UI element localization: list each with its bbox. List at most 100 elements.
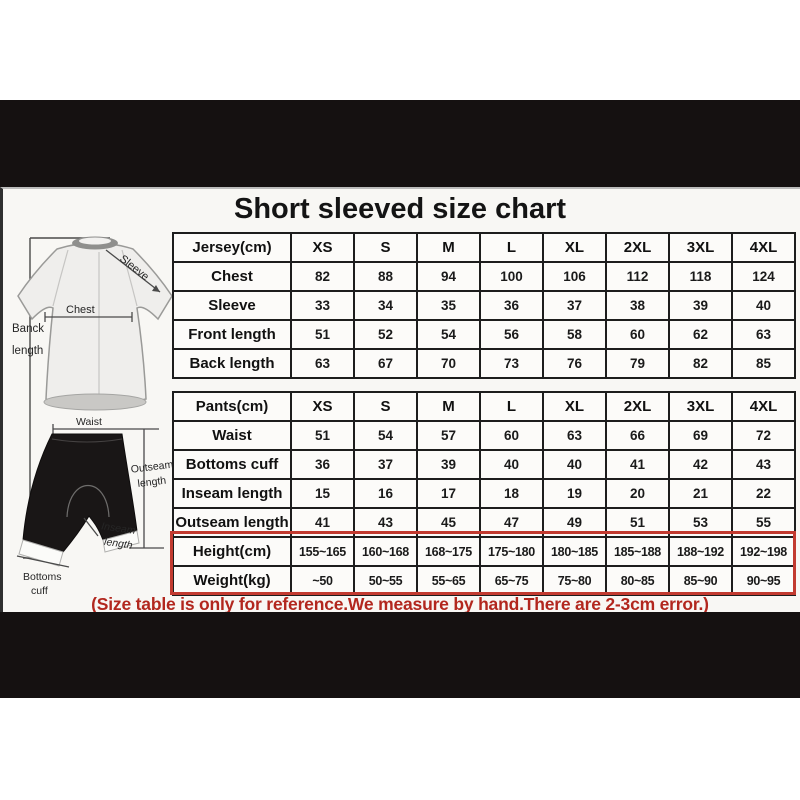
column-header: XS (290, 232, 355, 263)
cell-value: 15 (290, 478, 355, 509)
cell-value: 66 (605, 420, 670, 451)
outseam-measure-line (129, 429, 164, 549)
column-header: XL (542, 391, 607, 422)
jersey-hem (43, 393, 147, 411)
cell-value: 63 (542, 420, 607, 451)
cell-value: 35 (416, 290, 481, 321)
row-label: Front length (172, 319, 292, 350)
table-row: Inseam length 15 16 17 18 19 20 21 22 (172, 478, 796, 509)
table-row: Chest 82 88 94 100 106 112 118 124 (172, 261, 796, 292)
column-header: 2XL (605, 391, 670, 422)
cell-value: 37 (353, 449, 418, 480)
page-title: Short sleeved size chart (233, 193, 567, 225)
cell-value: 38 (605, 290, 670, 321)
cell-value: 43 (353, 507, 418, 538)
cell-value: 51 (290, 420, 355, 451)
cell-value: 118 (668, 261, 733, 292)
table-header-row: Jersey(cm) XS S M L XL 2XL 3XL 4XL (172, 232, 796, 263)
cell-value: 85~90 (668, 565, 733, 596)
cell-value: 41 (605, 449, 670, 480)
inseam-label-line1: Inseam (100, 520, 136, 537)
cell-value: 33 (290, 290, 355, 321)
column-header: 4XL (731, 232, 796, 263)
table-row: Back length 63 67 70 73 76 79 82 85 (172, 348, 796, 379)
right-cuff (102, 530, 140, 553)
cell-value: 17 (416, 478, 481, 509)
chest-label: Chest (66, 304, 95, 316)
cell-value: 43 (731, 449, 796, 480)
table-row: Height(cm) 155~165 160~168 168~175 175~180 18… (172, 536, 796, 567)
table-row: Weight(kg) ~50 50~55 55~65 65~75 75~80 80~85 85… (172, 565, 796, 596)
cell-value: 36 (290, 449, 355, 480)
column-header: Pants(cm) (172, 391, 292, 422)
cell-value: 50~55 (353, 565, 418, 596)
cell-value: 79 (605, 348, 670, 379)
column-header: 3XL (668, 391, 733, 422)
cell-value: 65~75 (479, 565, 544, 596)
garment-measure-illustration: Sleeve Chest Banck length Waist Outseam … (12, 236, 174, 596)
cell-value: 51 (290, 319, 355, 350)
table-header-row: Pants(cm) XS S M L XL 2XL 3XL 4XL (172, 391, 796, 422)
cell-value: 37 (542, 290, 607, 321)
cell-value: 185~188 (605, 536, 670, 567)
cell-value: 22 (731, 478, 796, 509)
waist-label: Waist (76, 416, 102, 428)
cell-value: 55 (731, 507, 796, 538)
column-header: M (416, 391, 481, 422)
cell-value: 175~180 (479, 536, 544, 567)
table-row: Outseam length 41 43 45 47 49 51 53 55 (172, 507, 796, 538)
cell-value: 55~65 (416, 565, 481, 596)
cell-value: 39 (416, 449, 481, 480)
cell-value: 75~80 (542, 565, 607, 596)
left-cuff (18, 539, 64, 567)
row-label: Outseam length (172, 507, 292, 538)
cell-value: 155~165 (290, 536, 355, 567)
cell-value: 192~198 (731, 536, 796, 567)
cell-value: ~50 (290, 565, 355, 596)
cell-value: 34 (353, 290, 418, 321)
cell-value: 41 (290, 507, 355, 538)
cell-value: 51 (605, 507, 670, 538)
outseam-label-line2: length (137, 475, 167, 490)
cell-value: 72 (731, 420, 796, 451)
cell-value: 80~85 (605, 565, 670, 596)
outseam-label-line1: Outseam (130, 459, 174, 476)
row-label: Weight(kg) (172, 565, 292, 596)
sleeve-measure-line (105, 249, 161, 293)
pad-seam (66, 484, 110, 518)
cell-value: 62 (668, 319, 733, 350)
jersey-outline (17, 236, 173, 411)
back-length-label-line2: length (12, 345, 43, 357)
cell-value: 53 (668, 507, 733, 538)
column-header: XL (542, 232, 607, 263)
cell-value: 20 (605, 478, 670, 509)
cell-value: 47 (479, 507, 544, 538)
bottoms-cuff-label-line2: cuff (31, 585, 48, 596)
cell-value: 160~168 (353, 536, 418, 567)
cell-value: 57 (416, 420, 481, 451)
cell-value: 49 (542, 507, 607, 538)
row-label: Back length (172, 348, 292, 379)
cell-value: 60 (605, 319, 670, 350)
back-length-label-line1: Banck (12, 323, 44, 335)
column-header: Jersey(cm) (172, 232, 292, 263)
cell-value: 82 (290, 261, 355, 292)
cell-value: 56 (479, 319, 544, 350)
cell-value: 88 (353, 261, 418, 292)
shorts-outline (18, 433, 140, 567)
cell-value: 60 (479, 420, 544, 451)
chest-measure-line (44, 312, 133, 322)
cell-value: 40 (479, 449, 544, 480)
column-header: S (353, 391, 418, 422)
column-header: L (479, 232, 544, 263)
cell-value: 63 (290, 348, 355, 379)
cell-value: 52 (353, 319, 418, 350)
row-label: Chest (172, 261, 292, 292)
cell-value: 54 (416, 319, 481, 350)
column-header: 3XL (668, 232, 733, 263)
cell-value: 58 (542, 319, 607, 350)
cell-value: 168~175 (416, 536, 481, 567)
cell-value: 124 (731, 261, 796, 292)
cell-value: 94 (416, 261, 481, 292)
